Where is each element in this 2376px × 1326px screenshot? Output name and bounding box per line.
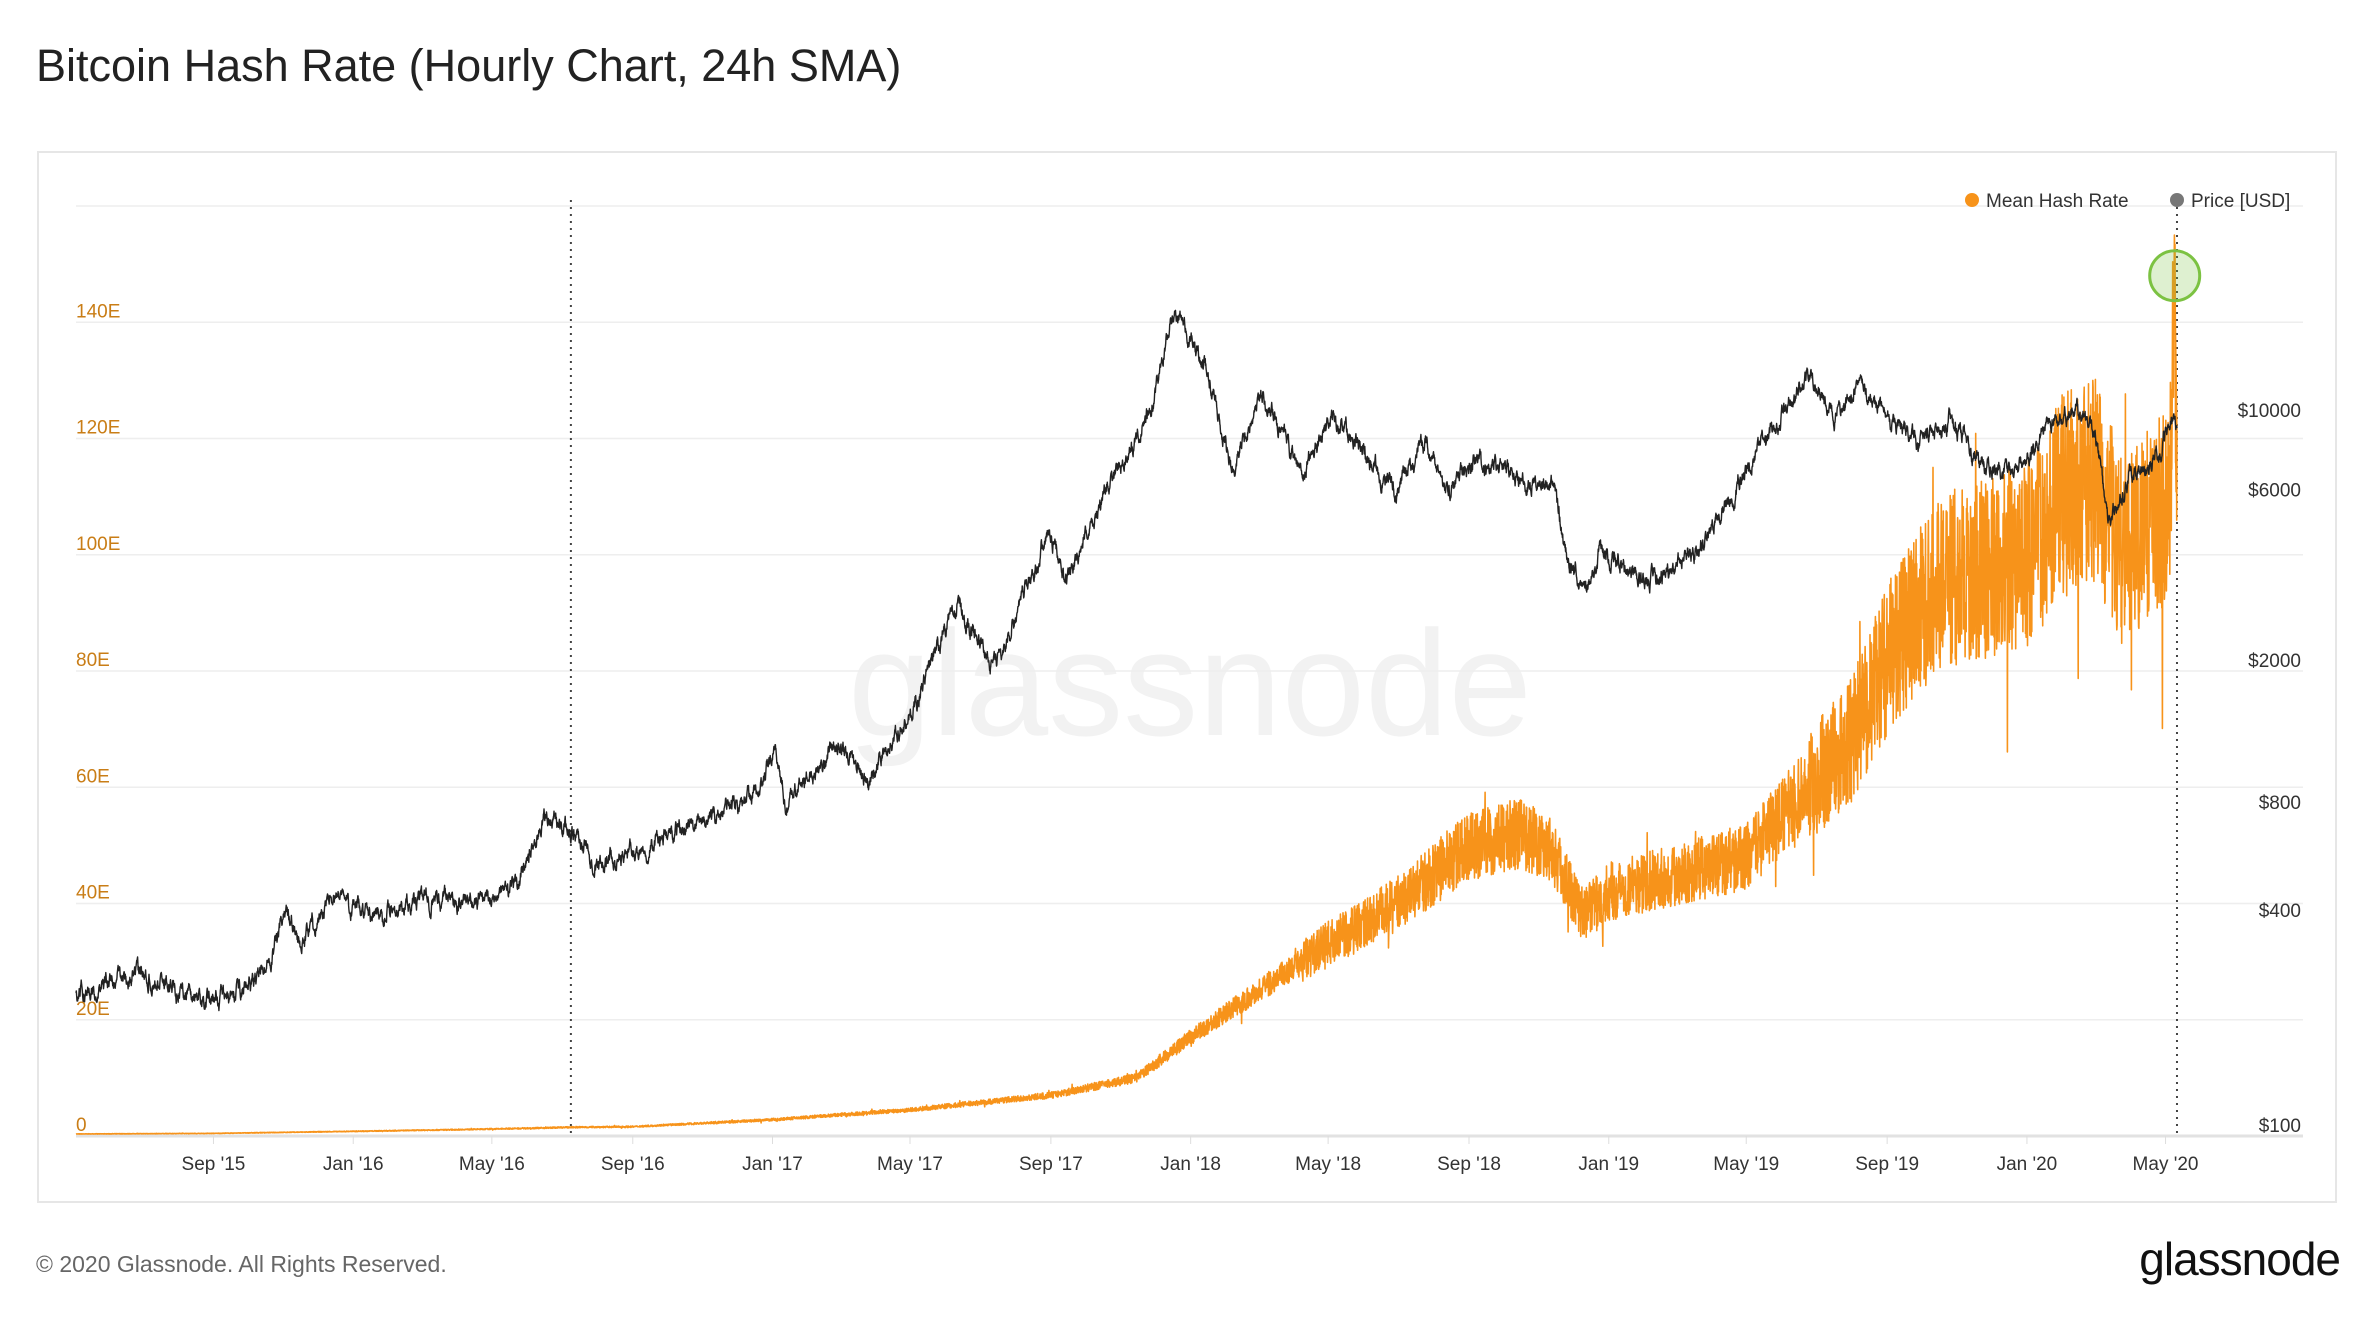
x-tick-label: Jan '19	[1578, 1154, 1639, 1175]
left-tick-label: 60E	[76, 766, 110, 787]
x-tick-label: Jan '20	[1997, 1154, 2058, 1175]
right-tick-label: $10000	[2238, 401, 2301, 422]
x-tick-label: May '16	[459, 1154, 525, 1175]
x-tick-label: Sep '17	[1019, 1154, 1083, 1175]
left-tick-label: 120E	[76, 418, 120, 439]
price-line	[75, 309, 2178, 1012]
x-tick-label: May '18	[1295, 1154, 1361, 1175]
left-tick-label: 100E	[76, 534, 120, 555]
x-tick-label: Jan '18	[1160, 1154, 1221, 1175]
x-tick-label: Sep '19	[1855, 1154, 1919, 1175]
watermark: glassnode	[848, 599, 1532, 767]
x-tick-label: May '17	[877, 1154, 943, 1175]
right-tick-label: $2000	[2248, 651, 2301, 672]
x-tick-label: Sep '15	[182, 1154, 246, 1175]
series-layer	[75, 234, 2202, 1135]
page-title: Bitcoin Hash Rate (Hourly Chart, 24h SMA…	[36, 40, 902, 91]
legend-price-label[interactable]: Price [USD]	[2191, 191, 2290, 212]
highlight-marker	[2148, 249, 2202, 303]
right-tick-label: $6000	[2248, 480, 2301, 501]
left-tick-label: 0	[76, 1115, 87, 1136]
x-tick-label: May '20	[2133, 1154, 2199, 1175]
x-tick-label: Jan '16	[323, 1154, 384, 1175]
footer-copyright: © 2020 Glassnode. All Rights Reserved.	[36, 1251, 447, 1277]
hash-rate-line	[75, 234, 2178, 1135]
left-tick-label: 80E	[76, 650, 110, 671]
x-tick-label: Sep '18	[1437, 1154, 1501, 1175]
vertical-markers	[569, 200, 2178, 1136]
right-tick-label: $800	[2259, 793, 2301, 814]
left-tick-label: 20E	[76, 999, 110, 1020]
chart-frame	[37, 151, 2337, 1203]
legend[interactable]: Mean Hash Rate Price [USD]	[1965, 191, 2290, 212]
left-tick-label: 140E	[76, 301, 120, 322]
x-tick-label: May '19	[1713, 1154, 1779, 1175]
x-tick-label: Sep '16	[601, 1154, 665, 1175]
glassnode-logo: glassnode	[2139, 1233, 2341, 1285]
legend-hash-dot	[1965, 193, 1979, 207]
axes: 0 20E 40E 60E 80E 100E 120E 140E $100 $400 $800 $20…	[76, 301, 2301, 1175]
left-tick-label: 40E	[76, 883, 110, 904]
legend-price-dot	[2170, 193, 2184, 207]
right-tick-label: $400	[2259, 901, 2301, 922]
x-tick-label: Jan '17	[742, 1154, 803, 1175]
legend-hash-label[interactable]: Mean Hash Rate	[1986, 191, 2129, 212]
right-tick-label: $100	[2259, 1116, 2301, 1137]
